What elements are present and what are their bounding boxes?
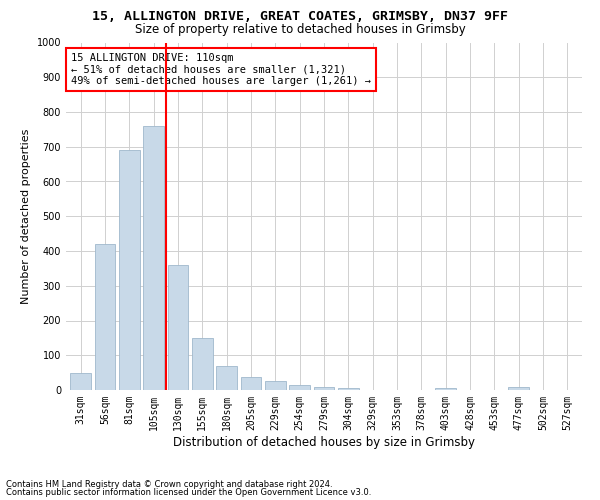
Bar — [216, 366, 237, 390]
Y-axis label: Number of detached properties: Number of detached properties — [21, 128, 31, 304]
Bar — [338, 388, 359, 390]
Bar — [143, 126, 164, 390]
Bar — [95, 244, 115, 390]
Bar — [436, 388, 456, 390]
Bar — [508, 387, 529, 390]
Bar — [192, 338, 212, 390]
Bar — [265, 382, 286, 390]
Bar — [119, 150, 140, 390]
Bar — [289, 385, 310, 390]
Text: Contains HM Land Registry data © Crown copyright and database right 2024.: Contains HM Land Registry data © Crown c… — [6, 480, 332, 489]
X-axis label: Distribution of detached houses by size in Grimsby: Distribution of detached houses by size … — [173, 436, 475, 448]
Bar — [314, 386, 334, 390]
Bar — [167, 265, 188, 390]
Bar — [241, 377, 262, 390]
Text: 15, ALLINGTON DRIVE, GREAT COATES, GRIMSBY, DN37 9FF: 15, ALLINGTON DRIVE, GREAT COATES, GRIMS… — [92, 10, 508, 23]
Bar — [70, 372, 91, 390]
Text: Size of property relative to detached houses in Grimsby: Size of property relative to detached ho… — [134, 22, 466, 36]
Text: 15 ALLINGTON DRIVE: 110sqm
← 51% of detached houses are smaller (1,321)
49% of s: 15 ALLINGTON DRIVE: 110sqm ← 51% of deta… — [71, 53, 371, 86]
Text: Contains public sector information licensed under the Open Government Licence v3: Contains public sector information licen… — [6, 488, 371, 497]
